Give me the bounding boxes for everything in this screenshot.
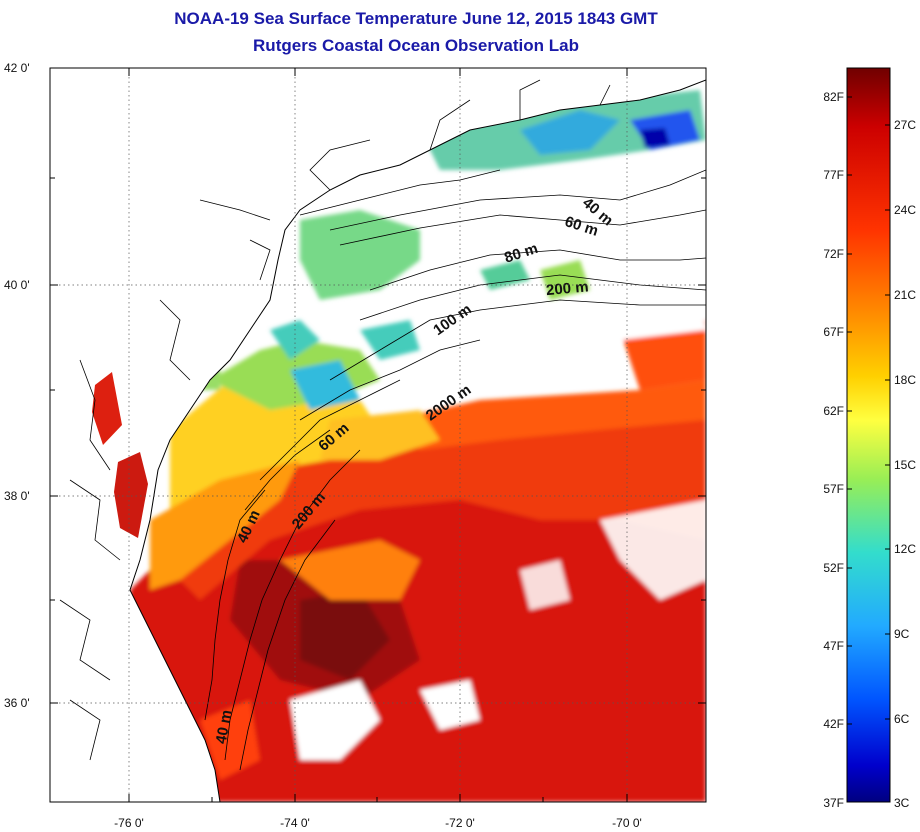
lon-label: -74 0': [280, 816, 310, 830]
colorbar-f-label: 77F: [823, 168, 844, 182]
sst-imagery: [90, 90, 706, 802]
colorbar-c-label: 9C: [894, 627, 910, 641]
colorbar-c-label: 24C: [894, 203, 917, 217]
colorbar-c-label: 6C: [894, 712, 910, 726]
colorbar-c-label: 27C: [894, 118, 917, 132]
lat-label: 38 0': [4, 489, 30, 503]
colorbar-c-label: 21C: [894, 288, 917, 302]
colorbar-f-label: 57F: [823, 482, 844, 496]
isobath-label: 40 m: [213, 709, 236, 746]
colorbar-c-label: 15C: [894, 458, 917, 472]
colorbar-f-label: 42F: [823, 717, 844, 731]
colorbar-f-label: 62F: [823, 404, 844, 418]
lon-label: -72 0': [445, 816, 475, 830]
chesapeake-water: [92, 372, 122, 445]
map-frame: [49, 67, 707, 803]
colorbar-c-label: 12C: [894, 542, 917, 556]
colorbar-f-label: 67F: [823, 325, 844, 339]
colorbar-f-label: 47F: [823, 639, 844, 653]
colorbar-f-label: 37F: [823, 796, 844, 810]
rivers: [59, 79, 611, 761]
map-subtitle: Rutgers Coastal Ocean Observation Lab: [253, 36, 579, 55]
colorbar-f-label: 52F: [823, 561, 844, 575]
isobath-label: 200 m: [545, 278, 589, 299]
colorbar-f-label: 82F: [823, 90, 844, 104]
colorbar-ticks: [847, 96, 890, 725]
lat-label: 36 0': [4, 696, 30, 710]
lon-label: -76 0': [114, 816, 144, 830]
lat-label: 42 0': [4, 61, 30, 75]
colorbar-c-label: 18C: [894, 373, 917, 387]
colorbar: [846, 67, 891, 803]
map-title: NOAA-19 Sea Surface Temperature June 12,…: [174, 9, 658, 28]
land-mask: [50, 68, 706, 802]
map-panel: 40 m 60 m 80 m 200 m 100 m 2000 m 60 m 2…: [50, 68, 706, 802]
long-island-shore: [299, 169, 501, 216]
lat-label: 40 0': [4, 278, 30, 292]
lon-label: -70 0': [612, 816, 642, 830]
graticule: [50, 68, 706, 802]
colorbar-f-label: 72F: [823, 247, 844, 261]
isobath-contours: [204, 169, 706, 771]
chesapeake-lower: [114, 452, 148, 538]
axis-ticks: [50, 68, 706, 802]
colorbar-c-label: 3C: [894, 796, 910, 810]
